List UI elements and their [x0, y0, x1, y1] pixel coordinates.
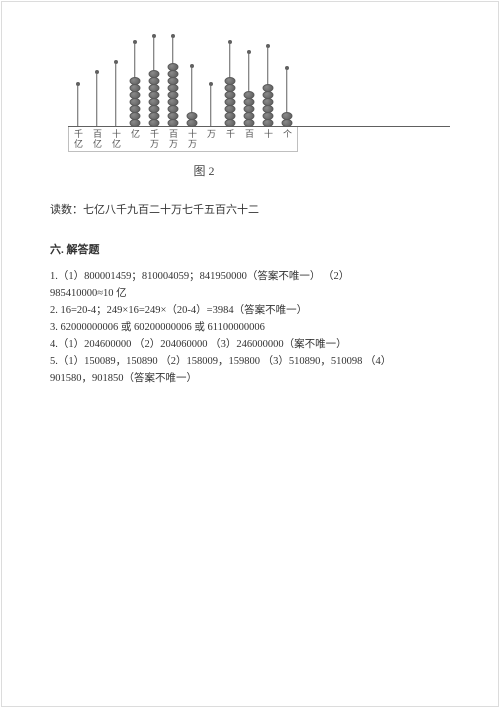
abacus-labels: 千亿百亿十亿亿千万百万十万万千百十个 [68, 127, 298, 152]
label-bottom: 亿 [93, 139, 102, 149]
answer-line: 3. 62000000006 或 60200000006 或 611000000… [50, 320, 450, 335]
rod-tip-icon [171, 34, 175, 38]
place-value-label: 十 [259, 127, 278, 151]
bead-icon [129, 119, 140, 127]
rod-tip-icon [247, 50, 251, 54]
label-bottom: 亿 [112, 139, 121, 149]
bead-icon [281, 119, 292, 127]
page-content: 千亿百亿十亿亿千万百万十万万千百十个 图 2 读数：七亿八千九百二十万七千五百六… [0, 0, 500, 408]
bead-stack [129, 77, 140, 126]
rod-tip-icon [228, 40, 232, 44]
abacus-column [182, 34, 201, 126]
bead-icon [262, 119, 273, 127]
abacus-figure: 千亿百亿十亿亿千万百万十万万千百十个 [68, 35, 450, 152]
abacus-column [163, 34, 182, 126]
rod-tip-icon [190, 64, 194, 68]
rod-tip-icon [285, 66, 289, 70]
label-top: 千 [74, 129, 83, 139]
label-top: 千 [150, 129, 159, 139]
place-value-label: 百万 [164, 127, 183, 151]
place-value-label: 百 [240, 127, 259, 151]
rod-tip-icon [114, 60, 118, 64]
bead-stack [281, 112, 292, 126]
rod-tip-icon [209, 82, 213, 86]
label-top: 百 [93, 129, 102, 139]
section-title: 六. 解答题 [50, 241, 450, 257]
bead-stack [243, 91, 254, 126]
label-top: 十 [188, 129, 197, 139]
label-top: 千 [226, 129, 235, 139]
bead-stack [148, 70, 159, 126]
label-top: 万 [207, 129, 216, 139]
abacus-column [144, 34, 163, 126]
bead-stack [224, 77, 235, 126]
answer-line: 985410000≈10 亿 [50, 286, 450, 301]
rod-tip-icon [266, 44, 270, 48]
label-bottom: 万 [188, 139, 197, 149]
abacus-rod [210, 86, 212, 126]
label-bottom: 万 [150, 139, 159, 149]
label-top: 十 [264, 129, 273, 139]
abacus-column [220, 34, 239, 126]
rod-tip-icon [76, 82, 80, 86]
rod-tip-icon [95, 70, 99, 74]
abacus-rod [96, 74, 98, 126]
label-top: 百 [169, 129, 178, 139]
abacus-column [201, 34, 220, 126]
abacus-column [87, 34, 106, 126]
place-value-label: 十亿 [107, 127, 126, 151]
place-value-label: 千亿 [69, 127, 88, 151]
abacus-column [277, 34, 296, 126]
bead-stack [167, 63, 178, 126]
answers-block: 1.（1）800001459；810004059；841950000（答案不唯一… [50, 269, 450, 386]
rod-tip-icon [133, 40, 137, 44]
bead-stack [262, 84, 273, 126]
label-top: 十 [112, 129, 121, 139]
place-value-label: 个 [278, 127, 297, 151]
abacus-column [239, 34, 258, 126]
abacus-rod [77, 86, 79, 126]
place-value-label: 亿 [126, 127, 145, 151]
answer-line: 4.（1）204600000 （2）204060000 （3）246000000… [50, 337, 450, 352]
bead-icon [224, 119, 235, 127]
rod-tip-icon [152, 34, 156, 38]
figure-caption: 图 2 [90, 162, 318, 179]
abacus-column [106, 34, 125, 126]
bead-icon [243, 119, 254, 127]
answer-line: 1.（1）800001459；810004059；841950000（答案不唯一… [50, 269, 450, 284]
bead-icon [148, 119, 159, 127]
answer-line: 5.（1）150089，150890 （2）158009，159800 （3）5… [50, 354, 450, 369]
abacus-rods [68, 35, 450, 127]
label-top: 个 [283, 129, 292, 139]
bead-icon [167, 119, 178, 127]
label-bottom: 万 [169, 139, 178, 149]
abacus-rod [115, 64, 117, 126]
answer-line: 901580，901850（答案不唯一） [50, 371, 450, 386]
abacus-column [258, 34, 277, 126]
place-value-label: 百亿 [88, 127, 107, 151]
label-top: 百 [245, 129, 254, 139]
place-value-label: 千万 [145, 127, 164, 151]
abacus-column [68, 34, 87, 126]
answer-line: 2. 16=20-4；249×16=249×（20-4）=3984（答案不唯一） [50, 303, 450, 318]
place-value-label: 十万 [183, 127, 202, 151]
bead-stack [186, 112, 197, 126]
abacus-column [125, 34, 144, 126]
label-top: 亿 [131, 129, 140, 139]
place-value-label: 万 [202, 127, 221, 151]
bead-icon [186, 119, 197, 127]
label-bottom: 亿 [74, 139, 83, 149]
reading-line: 读数：七亿八千九百二十万七千五百六十二 [50, 201, 450, 217]
place-value-label: 千 [221, 127, 240, 151]
